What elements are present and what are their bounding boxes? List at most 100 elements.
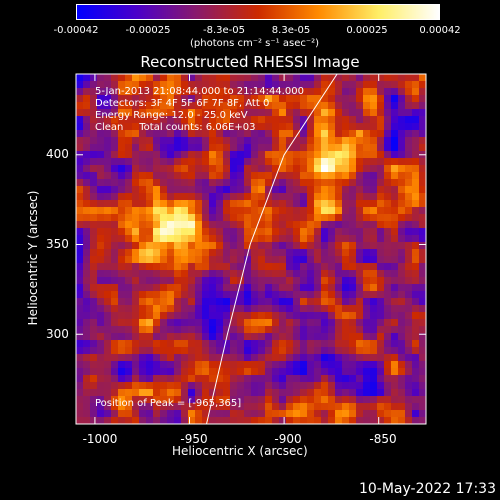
- heatmap-cell: [132, 235, 140, 243]
- heatmap-cell: [328, 242, 336, 250]
- heatmap-cell: [209, 396, 217, 404]
- heatmap-cell: [146, 382, 154, 390]
- heatmap-cell: [188, 382, 196, 390]
- heatmap-cell: [321, 172, 329, 180]
- heatmap-cell: [230, 158, 238, 166]
- heatmap-cell: [216, 284, 224, 292]
- heatmap-cell: [202, 116, 210, 124]
- heatmap-cell: [321, 375, 329, 383]
- heatmap-cell: [265, 186, 273, 194]
- heatmap-cell: [167, 242, 175, 250]
- heatmap-cell: [412, 214, 420, 222]
- heatmap-cell: [160, 172, 168, 180]
- heatmap-cell: [237, 207, 245, 215]
- heatmap-cell: [314, 396, 322, 404]
- heatmap-cell: [279, 375, 287, 383]
- heatmap-cell: [356, 81, 364, 89]
- heatmap-cell: [223, 193, 231, 201]
- heatmap-cell: [118, 102, 126, 110]
- heatmap-cell: [244, 242, 252, 250]
- heatmap-cell: [125, 263, 133, 271]
- heatmap-cell: [195, 305, 203, 313]
- heatmap-cell: [237, 221, 245, 229]
- heatmap-cell: [230, 235, 238, 243]
- heatmap-cell: [230, 396, 238, 404]
- heatmap-cell: [342, 116, 350, 124]
- heatmap-cell: [118, 291, 126, 299]
- heatmap-cell: [293, 333, 301, 341]
- heatmap-cell: [209, 137, 217, 145]
- heatmap-cell: [118, 354, 126, 362]
- heatmap-cell: [195, 123, 203, 131]
- heatmap-cell: [132, 165, 140, 173]
- heatmap-cell: [265, 172, 273, 180]
- heatmap-cell: [104, 270, 112, 278]
- heatmap-cell: [391, 88, 399, 96]
- heatmap-cell: [223, 95, 231, 103]
- heatmap-cell: [251, 396, 259, 404]
- heatmap-cell: [83, 277, 91, 285]
- heatmap-cell: [384, 242, 392, 250]
- heatmap-cell: [195, 242, 203, 250]
- heatmap-cell: [419, 81, 427, 89]
- heatmap-cell: [118, 298, 126, 306]
- heatmap-cell: [230, 375, 238, 383]
- heatmap-cell: [174, 74, 182, 82]
- heatmap-cell: [188, 144, 196, 152]
- heatmap-cell: [153, 172, 161, 180]
- heatmap-cell: [384, 396, 392, 404]
- heatmap-cell: [356, 312, 364, 320]
- heatmap-cell: [419, 242, 427, 250]
- heatmap-cell: [314, 172, 322, 180]
- heatmap-cell: [209, 291, 217, 299]
- heatmap-cell: [125, 95, 133, 103]
- heatmap-cell: [321, 277, 329, 285]
- heatmap-cell: [160, 277, 168, 285]
- heatmap-cell: [286, 228, 294, 236]
- heatmap-cell: [300, 263, 308, 271]
- heatmap-cell: [335, 102, 343, 110]
- heatmap-cell: [195, 333, 203, 341]
- heatmap-cell: [132, 109, 140, 117]
- heatmap-cell: [272, 158, 280, 166]
- heatmap-cell: [377, 130, 385, 138]
- heatmap-cell: [202, 186, 210, 194]
- heatmap-cell: [377, 396, 385, 404]
- heatmap-cell: [321, 263, 329, 271]
- heatmap-cell: [398, 389, 406, 397]
- heatmap-cell: [377, 95, 385, 103]
- heatmap-cell: [398, 186, 406, 194]
- heatmap-cell: [272, 361, 280, 369]
- heatmap-cell: [195, 256, 203, 264]
- heatmap-cell: [398, 375, 406, 383]
- heatmap-cell: [335, 228, 343, 236]
- heatmap-cell: [216, 242, 224, 250]
- heatmap-cell: [83, 284, 91, 292]
- heatmap-cell: [202, 305, 210, 313]
- heatmap-cell: [391, 368, 399, 376]
- heatmap-cell: [370, 298, 378, 306]
- heatmap-cell: [286, 193, 294, 201]
- heatmap-cell: [181, 291, 189, 299]
- heatmap-cell: [300, 333, 308, 341]
- heatmap-cell: [272, 151, 280, 159]
- heatmap-cell: [370, 389, 378, 397]
- heatmap-cell: [398, 277, 406, 285]
- heatmap-cell: [335, 270, 343, 278]
- heatmap-cell: [223, 396, 231, 404]
- heatmap-cell: [279, 116, 287, 124]
- heatmap-cell: [300, 382, 308, 390]
- energy-range-label: Energy Range: 12.0 - 25.0 keV: [95, 110, 248, 121]
- heatmap-cell: [370, 319, 378, 327]
- heatmap-cell: [314, 144, 322, 152]
- heatmap-cell: [356, 298, 364, 306]
- heatmap-cell: [314, 333, 322, 341]
- heatmap-cell: [377, 172, 385, 180]
- heatmap-cell: [251, 74, 259, 82]
- heatmap-cell: [125, 319, 133, 327]
- heatmap-cell: [265, 354, 273, 362]
- heatmap-cell: [349, 249, 357, 257]
- heatmap-cell: [118, 410, 126, 418]
- heatmap-cell: [342, 270, 350, 278]
- heatmap-cell: [195, 298, 203, 306]
